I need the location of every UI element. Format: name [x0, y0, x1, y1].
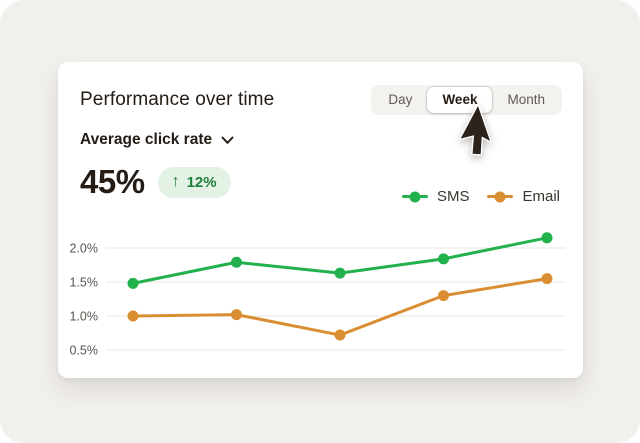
data-point-sms [231, 256, 242, 268]
card-header: Performance over time Day Week Month [80, 84, 562, 116]
legend-item-email: Email [487, 188, 560, 205]
chart-legend: SMS Email [401, 188, 560, 205]
data-point-email [334, 329, 346, 341]
arrow-up-icon: ↑ [171, 173, 180, 190]
data-point-sms [127, 277, 139, 289]
metric-value: 45% [80, 163, 145, 200]
data-point-email [231, 309, 242, 321]
y-axis-tick-label: 0.5% [70, 344, 99, 358]
toggle-week[interactable]: Week [427, 87, 493, 113]
delta-badge: ↑ 12% [157, 166, 231, 198]
data-point-email [541, 273, 553, 285]
delta-value: 12% [186, 173, 217, 191]
chevron-down-icon [221, 136, 234, 144]
time-range-toggle: Day Week Month [371, 85, 562, 115]
y-axis-tick-label: 2.0% [70, 242, 99, 256]
performance-chart: 2.0% 1.5% 1.0% 0.5% [70, 232, 565, 358]
legend-label-email: Email [522, 188, 560, 205]
metric-value-row: 45% ↑ 12% [80, 163, 231, 201]
metric-dropdown-label: Average click rate [80, 131, 213, 148]
performance-card: Performance over time Day Week Month Ave… [58, 62, 583, 378]
y-axis-tick-label: 1.5% [70, 276, 99, 290]
series-line-email [131, 277, 549, 337]
data-point-sms [334, 267, 346, 279]
legend-item-sms: SMS [401, 188, 470, 205]
legend-label-sms: SMS [436, 188, 470, 205]
metric-dropdown[interactable]: Average click rate [80, 131, 234, 149]
data-point-email [438, 290, 449, 302]
data-point-sms [541, 232, 553, 244]
page-title: Performance over time [80, 89, 275, 110]
sms-series-marker-icon [401, 195, 428, 198]
email-series-marker-icon [487, 195, 514, 198]
data-point-sms [438, 253, 449, 265]
data-point-email [127, 310, 139, 322]
toggle-day[interactable]: Day [373, 87, 427, 113]
y-axis-tick-label: 1.0% [70, 310, 99, 324]
toggle-month[interactable]: Month [492, 87, 560, 113]
